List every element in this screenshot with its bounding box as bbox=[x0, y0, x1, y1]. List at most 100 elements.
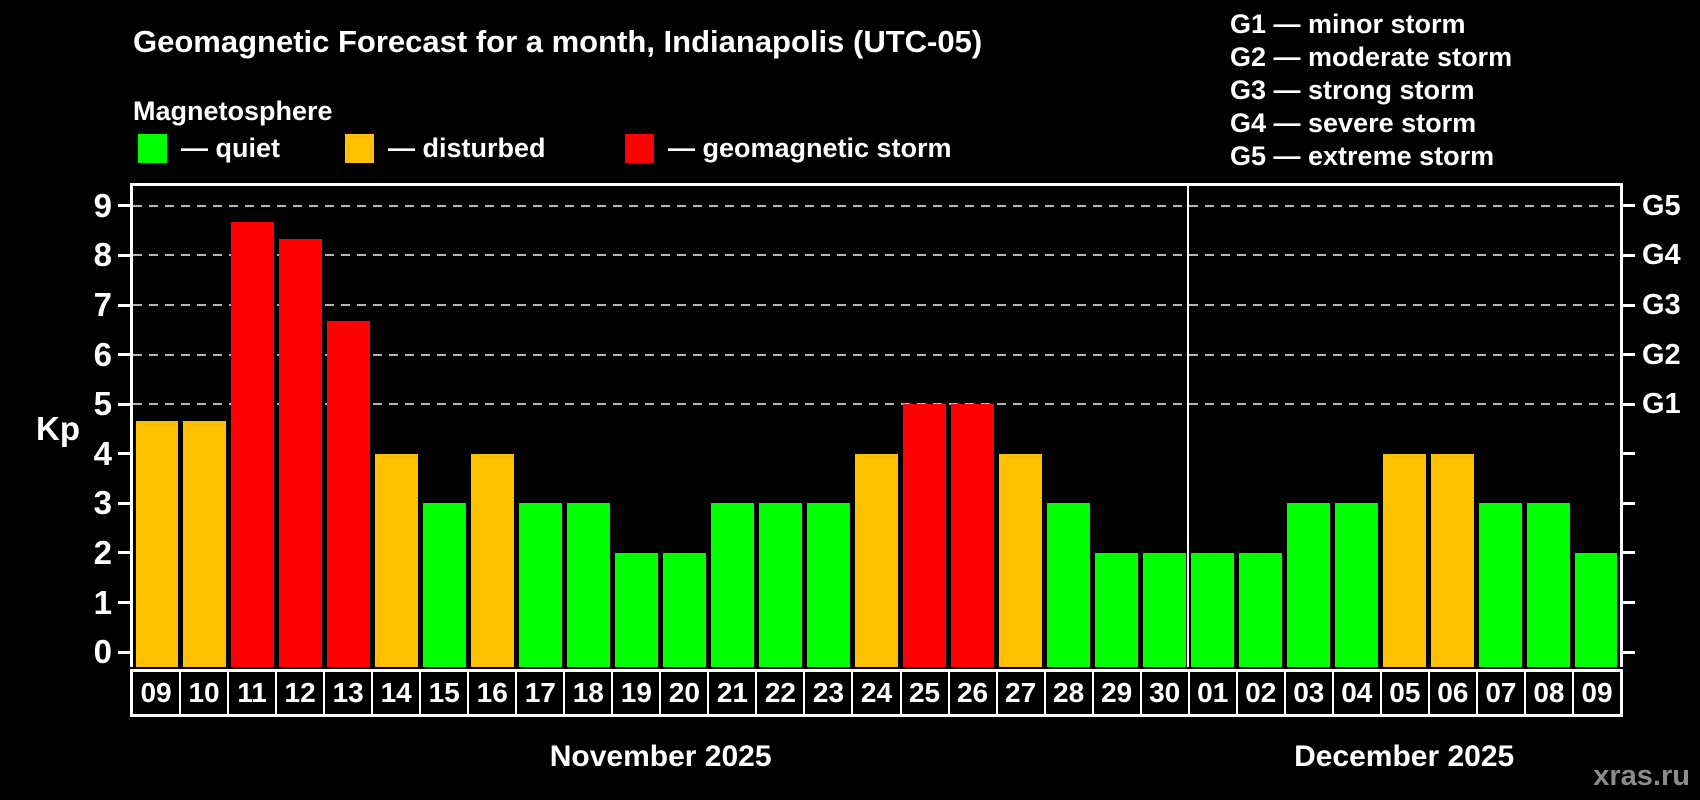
day-label-cell-nov-14: 14 bbox=[372, 671, 421, 715]
kp-bar-nov-18 bbox=[567, 503, 611, 667]
kp-bar-dec-07 bbox=[1478, 503, 1522, 667]
left-tick-2 bbox=[118, 551, 130, 555]
kp-bar-nov-10 bbox=[183, 420, 227, 667]
kp-bar-nov-24 bbox=[855, 453, 898, 667]
kp-bar-nov-20 bbox=[663, 552, 707, 667]
g-legend-line-g3: G3 — strong storm bbox=[1230, 75, 1475, 105]
month-separator-line bbox=[1187, 186, 1190, 667]
day-label-cell-dec-03: 03 bbox=[1284, 671, 1333, 715]
kp-bar-nov-28 bbox=[1046, 503, 1090, 667]
left-tick-8 bbox=[118, 253, 130, 257]
g-legend-line-g5: G5 — extreme storm bbox=[1230, 141, 1495, 171]
day-label-cell-nov-19: 19 bbox=[612, 671, 661, 715]
legend-label-geomagnetic-storm: — geomagnetic storm bbox=[668, 132, 952, 163]
day-label-cell-dec-09: 09 bbox=[1572, 671, 1621, 715]
kp-axis-label: Kp bbox=[36, 410, 80, 447]
geomagnetic-storm-color-swatch bbox=[625, 133, 654, 163]
kp-bar-dec-02 bbox=[1238, 552, 1282, 667]
kp-bar-nov-19 bbox=[615, 552, 659, 667]
day-label-cell-nov-25: 25 bbox=[900, 671, 949, 715]
right-tick-0 bbox=[1623, 650, 1635, 654]
day-label-cell-nov-09: 09 bbox=[132, 671, 181, 715]
right-tick-2 bbox=[1623, 551, 1635, 555]
kp-bar-nov-27 bbox=[998, 453, 1042, 667]
left-tick-4 bbox=[118, 452, 130, 456]
ytick-label-2: 2 bbox=[93, 533, 112, 571]
ytick-label-0: 0 bbox=[93, 633, 112, 671]
day-label-cell-dec-01: 01 bbox=[1188, 671, 1237, 715]
ytick-label-8: 8 bbox=[93, 236, 112, 274]
g-legend-line-g4: G4 — severe storm bbox=[1230, 108, 1477, 138]
kp-bar-dec-06 bbox=[1430, 453, 1474, 667]
kp-bar-dec-04 bbox=[1334, 503, 1378, 667]
g-scale-legend: G1 — minor storm G2 — moderate storm G3 … bbox=[1230, 8, 1512, 173]
month-label-nov: November 2025 bbox=[549, 740, 772, 773]
g-legend-line-g2: G2 — moderate storm bbox=[1230, 42, 1513, 72]
kp-bar-nov-25 bbox=[902, 404, 946, 667]
left-tick-0 bbox=[118, 650, 130, 654]
day-label-cell-nov-18: 18 bbox=[564, 671, 613, 715]
kp-bar-nov-16 bbox=[471, 453, 515, 667]
day-label-cell-dec-06: 06 bbox=[1428, 671, 1477, 715]
gridline-kp-9 bbox=[133, 204, 1620, 207]
legend-label-disturbed: — disturbed bbox=[388, 132, 546, 163]
day-label-cell-dec-08: 08 bbox=[1524, 671, 1573, 715]
day-label-cell-dec-07: 07 bbox=[1476, 671, 1525, 715]
right-tick-6 bbox=[1623, 353, 1635, 357]
day-label-cell-nov-28: 28 bbox=[1044, 671, 1093, 715]
legend-label-quiet: — quiet bbox=[181, 132, 280, 163]
kp-bar-nov-14 bbox=[375, 453, 419, 667]
watermark: xras.ru bbox=[1593, 760, 1690, 792]
g-axis-label-g4: G4 bbox=[1642, 239, 1681, 272]
right-tick-1 bbox=[1623, 601, 1635, 605]
kp-bar-nov-26 bbox=[950, 404, 994, 667]
ytick-label-3: 3 bbox=[93, 484, 112, 522]
kp-bar-nov-23 bbox=[807, 503, 850, 667]
left-tick-6 bbox=[118, 353, 130, 357]
legend-item-quiet: — quiet bbox=[138, 133, 280, 163]
ytick-label-1: 1 bbox=[93, 583, 112, 621]
kp-bar-nov-17 bbox=[519, 503, 563, 667]
left-tick-5 bbox=[118, 402, 130, 406]
day-label-cell-nov-13: 13 bbox=[324, 671, 373, 715]
gridline-kp-7 bbox=[133, 304, 1620, 306]
ytick-label-7: 7 bbox=[93, 286, 112, 323]
left-tick-1 bbox=[118, 601, 130, 605]
right-tick-8 bbox=[1623, 253, 1635, 257]
right-tick-4 bbox=[1623, 452, 1635, 456]
kp-bar-nov-13 bbox=[327, 321, 371, 667]
kp-bar-dec-03 bbox=[1286, 503, 1330, 667]
day-label-cell-nov-29: 29 bbox=[1092, 671, 1141, 715]
day-label-cell-nov-10: 10 bbox=[180, 671, 229, 715]
kp-bar-nov-30 bbox=[1142, 552, 1186, 667]
kp-bar-nov-11 bbox=[231, 222, 275, 667]
gridline-kp-8 bbox=[133, 254, 1620, 257]
right-tick-3 bbox=[1623, 501, 1635, 505]
kp-bar-nov-29 bbox=[1094, 552, 1138, 667]
month-label-dec: December 2025 bbox=[1294, 740, 1515, 773]
day-label-cell-nov-22: 22 bbox=[756, 671, 805, 715]
day-label-cell-dec-05: 05 bbox=[1380, 671, 1429, 715]
legend-item-geomagnetic-storm: — geomagnetic storm bbox=[625, 133, 952, 163]
legend-item-disturbed: — disturbed bbox=[345, 133, 546, 163]
ytick-label-5: 5 bbox=[93, 385, 112, 423]
ytick-label-6: 6 bbox=[93, 335, 112, 373]
kp-bar-dec-09 bbox=[1574, 552, 1618, 667]
day-label-cell-nov-23: 23 bbox=[804, 671, 853, 715]
left-tick-3 bbox=[118, 501, 130, 505]
day-label-cell-nov-27: 27 bbox=[996, 671, 1045, 715]
kp-bar-nov-12 bbox=[279, 239, 323, 667]
quiet-color-swatch bbox=[138, 133, 167, 163]
page-title: Geomagnetic Forecast for a month, Indian… bbox=[133, 24, 983, 59]
day-label-cell-dec-04: 04 bbox=[1332, 671, 1381, 715]
day-label-cell-nov-11: 11 bbox=[228, 671, 277, 715]
plot-area bbox=[130, 183, 1623, 667]
kp-bar-dec-08 bbox=[1526, 503, 1570, 667]
right-tick-5 bbox=[1623, 402, 1635, 406]
day-label-cell-nov-17: 17 bbox=[516, 671, 565, 715]
left-tick-7 bbox=[118, 303, 130, 307]
g-axis-label-g2: G2 bbox=[1642, 338, 1681, 371]
disturbed-color-swatch bbox=[345, 133, 374, 163]
day-label-cell-nov-26: 26 bbox=[948, 671, 997, 715]
